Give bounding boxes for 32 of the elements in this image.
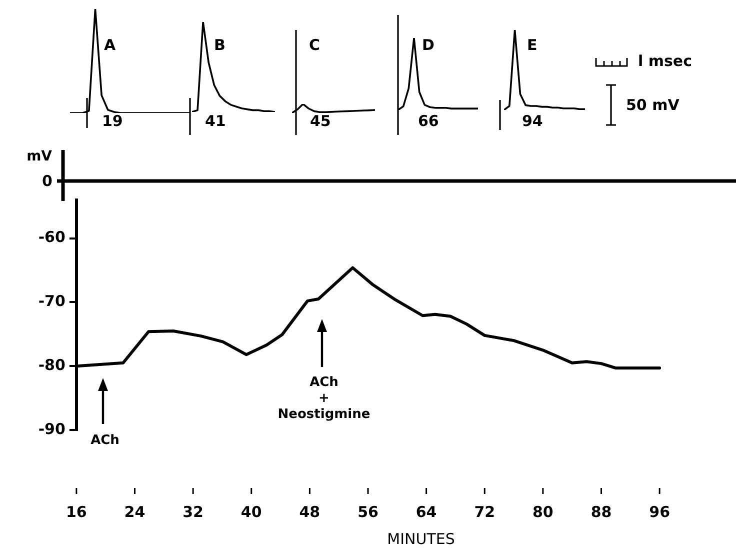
x-tick-label: 80	[532, 502, 554, 521]
x-tick-label: 56	[358, 502, 378, 521]
x-tick-label: 48	[299, 502, 320, 521]
text: ACh	[90, 432, 120, 448]
annotation: ACh + Neostigmine	[278, 374, 370, 422]
chart-title: C	[309, 36, 320, 54]
chart-title: E	[527, 36, 538, 54]
text: A	[104, 36, 116, 54]
x-tick-label: 72	[474, 502, 496, 521]
x-axis-title: MINUTES	[387, 530, 455, 548]
text: l msec	[638, 52, 692, 70]
y-axis-title: mV	[26, 148, 52, 165]
y-tick-label: -80	[38, 356, 66, 374]
x-tick-label: 16	[66, 502, 87, 521]
text: 66	[418, 112, 439, 130]
annotation: 41	[205, 112, 226, 130]
x-tick-label: 32	[182, 502, 204, 521]
x-tick-label: 88	[590, 502, 612, 521]
x-tick-label: 24	[124, 502, 146, 521]
x-tick-label: 64	[416, 502, 437, 521]
y-tick-label: -70	[38, 292, 66, 310]
text: B	[214, 36, 226, 54]
text: 50 mV	[626, 96, 680, 114]
y-tick-label: -90	[38, 420, 66, 438]
text: 94	[522, 112, 543, 130]
y-tick-label: -60	[38, 228, 66, 246]
x-tick-label: 40	[240, 502, 262, 521]
annotation: 19	[102, 112, 123, 130]
x-tick-label: 96	[649, 502, 670, 521]
text: 0	[42, 172, 52, 190]
annotation: 45	[310, 112, 331, 130]
chart-title: D	[422, 36, 434, 54]
